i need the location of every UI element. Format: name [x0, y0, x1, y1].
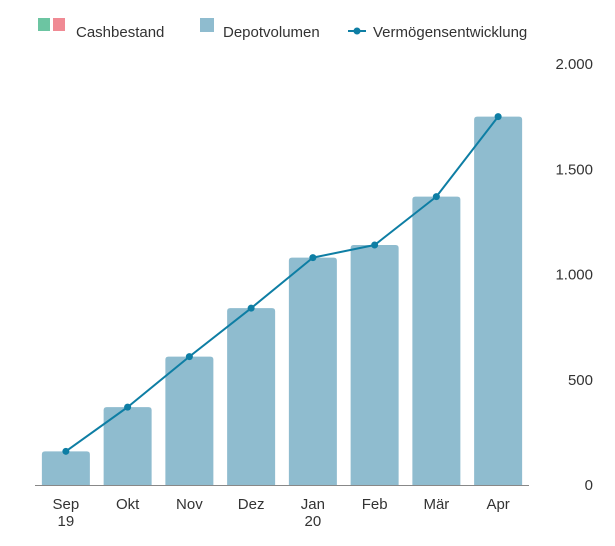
- x-tick-label: Okt: [116, 496, 140, 513]
- bar-depotvolumen[interactable]: [288, 257, 337, 485]
- legend-item-vermoegensentwicklung[interactable]: Vermögensentwicklung: [348, 24, 527, 41]
- legend-swatch-cash-green: [38, 18, 50, 31]
- bar-depotvolumen[interactable]: [103, 407, 152, 485]
- bar-depotvolumen[interactable]: [41, 451, 90, 485]
- x-tick-label: Feb: [362, 496, 388, 513]
- y-tick-label: 1.500: [555, 161, 593, 178]
- bar-series-depotvolumen: [41, 116, 523, 486]
- bar-depotvolumen[interactable]: [227, 308, 276, 485]
- bar-depotvolumen[interactable]: [412, 196, 461, 486]
- x-tick-label: Apr: [486, 496, 509, 513]
- y-tick-label: 1.000: [555, 267, 593, 284]
- x-tick-label: Jan: [301, 496, 325, 513]
- line-vermoegensentwicklung: [65, 116, 499, 453]
- line-point-vermoegensentwicklung[interactable]: [371, 241, 379, 249]
- legend-label-depotvolumen: Depotvolumen: [223, 24, 320, 41]
- legend: Cashbestand Depotvolumen Vermögensentwic…: [38, 18, 527, 41]
- line-point-vermoegensentwicklung[interactable]: [309, 254, 317, 262]
- y-axis-tick-labels: 0 500 1.000 1.500 2.000: [555, 56, 593, 494]
- bar-depotvolumen[interactable]: [474, 116, 523, 485]
- legend-item-cashbestand[interactable]: Cashbestand: [38, 18, 164, 41]
- x-tick-label: Nov: [176, 496, 203, 513]
- legend-swatch-cash-red: [53, 18, 65, 31]
- legend-label-cashbestand: Cashbestand: [76, 24, 164, 41]
- legend-label-vermoegensentwicklung: Vermögensentwicklung: [373, 24, 527, 41]
- line-point-vermoegensentwicklung[interactable]: [247, 304, 255, 312]
- legend-swatch-depot: [200, 18, 214, 32]
- x-tick-label: 20: [305, 513, 322, 530]
- legend-item-depotvolumen[interactable]: Depotvolumen: [200, 18, 320, 41]
- line-point-vermoegensentwicklung[interactable]: [432, 193, 440, 201]
- y-tick-label: 500: [568, 372, 593, 389]
- line-series-vermoegensentwicklung: [62, 113, 502, 455]
- y-tick-label: 0: [585, 477, 593, 494]
- line-point-vermoegensentwicklung[interactable]: [124, 403, 132, 411]
- x-tick-label: Mär: [423, 496, 449, 513]
- bar-depotvolumen[interactable]: [165, 356, 214, 485]
- x-tick-label: Sep: [53, 496, 80, 513]
- legend-marker-swatch: [353, 27, 361, 35]
- line-point-vermoegensentwicklung[interactable]: [494, 113, 502, 121]
- bar-depotvolumen[interactable]: [350, 245, 399, 485]
- line-point-vermoegensentwicklung[interactable]: [62, 447, 70, 455]
- line-point-vermoegensentwicklung[interactable]: [185, 353, 193, 361]
- x-tick-label: Dez: [238, 496, 265, 513]
- x-tick-label: 19: [58, 513, 75, 530]
- y-tick-label: 2.000: [555, 56, 593, 73]
